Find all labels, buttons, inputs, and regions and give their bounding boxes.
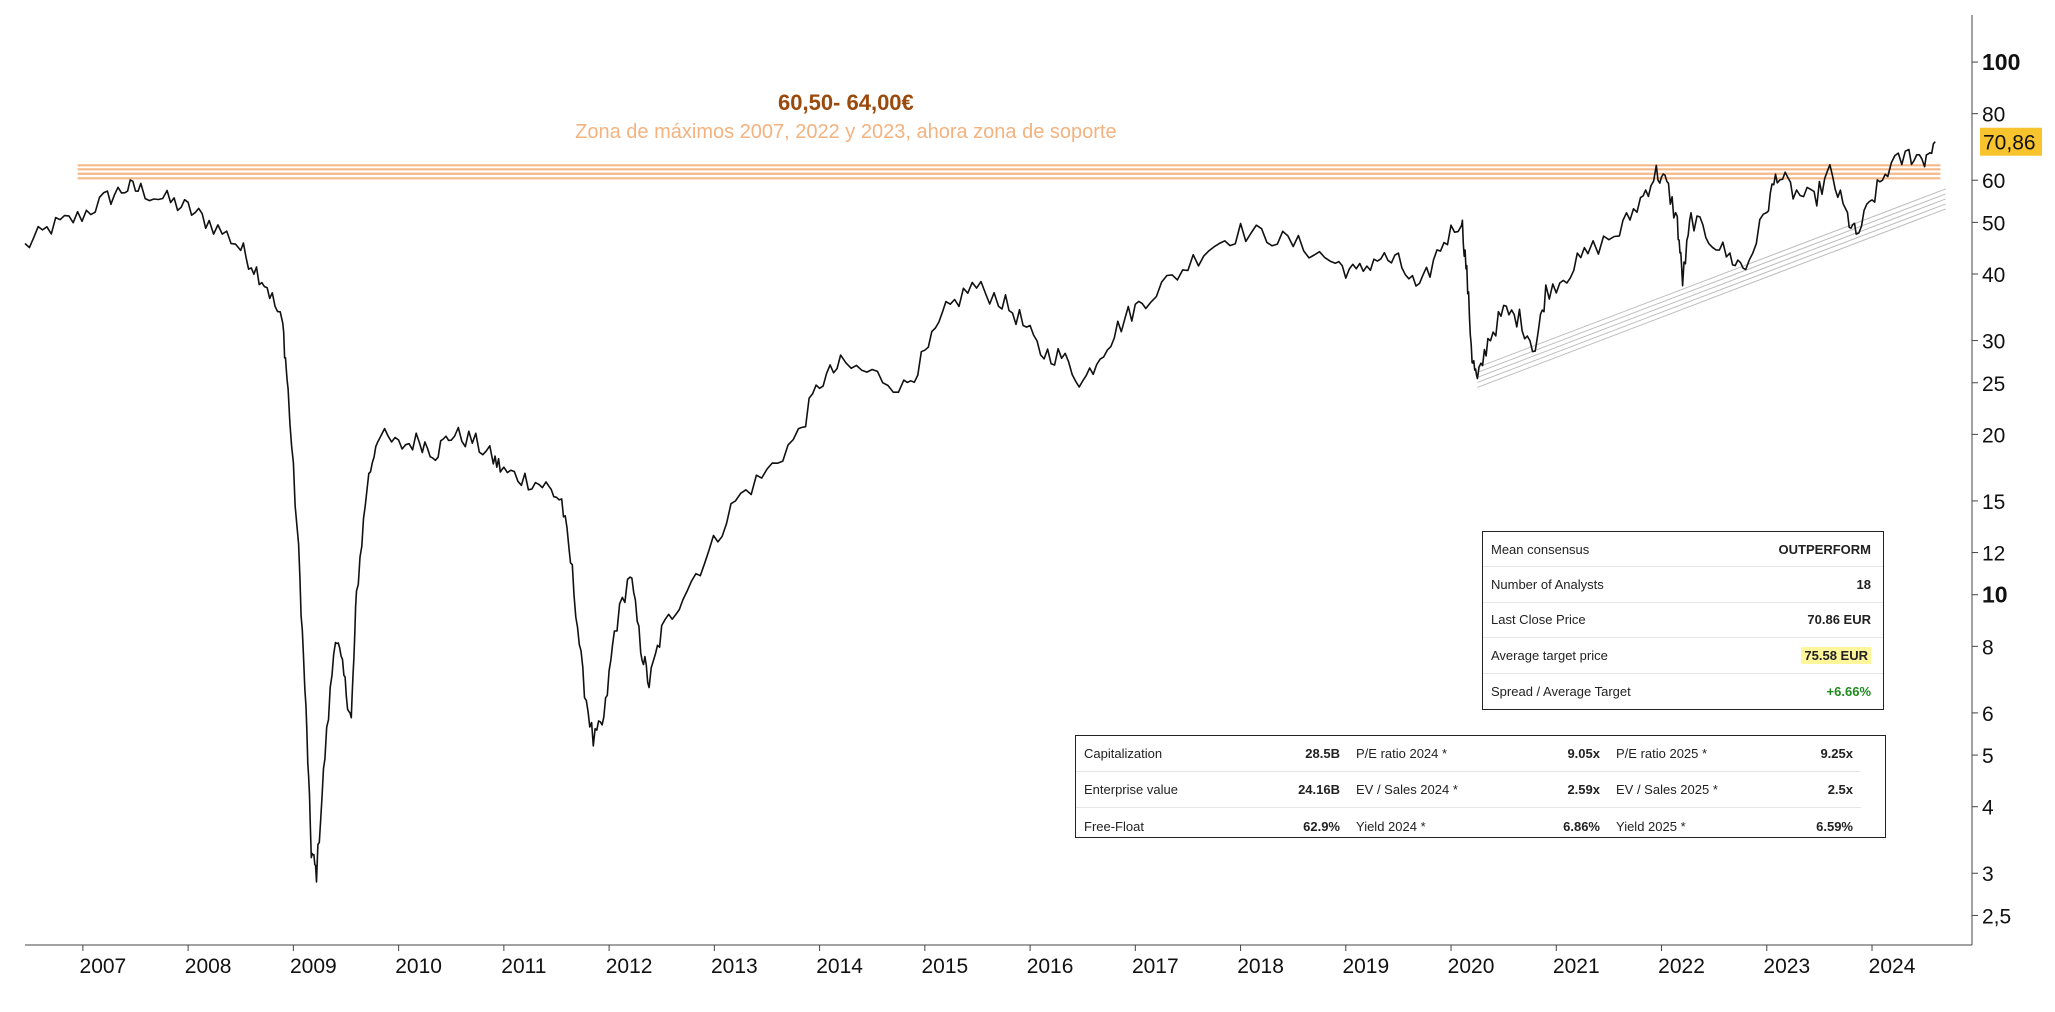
metric-value: 2.59x — [1558, 772, 1608, 808]
metric-label: Yield 2025 * — [1616, 818, 1686, 834]
last-price-tag-bg — [1980, 127, 2042, 156]
y-tick-label: 80 — [1982, 104, 2005, 127]
metric-label: Enterprise value — [1076, 772, 1286, 808]
metric-label: Capitalization — [1076, 736, 1286, 772]
y-tick-label: 4 — [1982, 797, 1994, 820]
consensus-value: 70.86 EUR — [1807, 612, 1871, 628]
x-tick-label: 2007 — [80, 955, 127, 978]
metric-value: 28.5B — [1286, 736, 1348, 772]
consensus-label: Average target price — [1491, 647, 1608, 663]
metric-value: 62.9% — [1303, 818, 1340, 834]
x-tick-label: 2016 — [1027, 955, 1074, 978]
consensus-label: Mean consensus — [1491, 541, 1590, 557]
price-series — [24, 141, 1936, 883]
last-price-tag-label: 70,86 — [1983, 132, 2036, 155]
y-tick-label: 8 — [1982, 636, 1994, 659]
y-tick-label: 30 — [1982, 331, 2005, 354]
y-tick-label: 15 — [1982, 491, 2005, 514]
x-tick-label: 2015 — [921, 955, 968, 978]
x-tick-label: 2017 — [1132, 955, 1179, 978]
x-tick-label: 2021 — [1553, 955, 1600, 978]
consensus-label: Spread / Average Target — [1491, 683, 1631, 699]
axes — [25, 15, 1973, 946]
metric-value: 6.59% — [1816, 818, 1853, 834]
consensus-label: Number of Analysts — [1491, 577, 1604, 593]
y-tick-label: 10 — [1982, 582, 2008, 608]
metrics-panel: Capitalization 28.5B P/E ratio 2024 * 9.05x… — [1075, 735, 1886, 838]
x-tick-label: 2013 — [711, 955, 758, 978]
trend-channel-line — [1477, 203, 1946, 383]
consensus-row: Mean consensus OUTPERFORM — [1483, 532, 1883, 568]
y-tick-label: 5 — [1982, 745, 1994, 768]
x-tick-label: 2019 — [1342, 955, 1389, 978]
metric-value: 9.05x — [1558, 736, 1608, 772]
x-tick-label: 2008 — [185, 955, 232, 978]
consensus-row: Average target price 75.58 EUR — [1483, 638, 1883, 674]
x-tick-label: 2023 — [1763, 955, 1810, 978]
y-tick-label: 3 — [1982, 863, 1994, 886]
metric-value: 24.16B — [1286, 772, 1348, 808]
consensus-label: Last Close Price — [1491, 612, 1586, 628]
x-tick-label: 2022 — [1658, 955, 1705, 978]
y-tick-label: 60 — [1982, 170, 2005, 193]
x-tick-label: 2024 — [1869, 955, 1916, 978]
y-tick-label: 50 — [1982, 212, 2005, 235]
y-tick-label: 6 — [1982, 703, 1994, 726]
consensus-panel: Mean consensus OUTPERFORM Number of Analys… — [1482, 531, 1884, 710]
price-line — [24, 141, 1936, 883]
support-zone — [77, 164, 1941, 180]
metric-value: 2.5x — [1816, 772, 1861, 808]
trend-channel-line — [1477, 208, 1946, 388]
metric-value: 9.25x — [1816, 736, 1861, 772]
x-tick-label: 2014 — [816, 955, 863, 978]
annotation-title: 60,50- 64,00€ — [778, 90, 914, 115]
trend-channel-line — [1477, 198, 1946, 378]
x-tick-label: 2020 — [1448, 955, 1495, 978]
trend-channel — [1477, 188, 1946, 388]
metric-label: Yield 2024 * — [1356, 818, 1426, 834]
metric-label: EV / Sales 2025 * — [1608, 772, 1816, 808]
metrics-grid: Capitalization 28.5B P/E ratio 2024 * 9.05x… — [1076, 736, 1885, 844]
y-tick-label: 40 — [1982, 264, 2005, 287]
consensus-value: OUTPERFORM — [1778, 541, 1871, 557]
y-tick-label: 2,5 — [1982, 905, 2011, 928]
x-tick-label: 2009 — [290, 955, 337, 978]
metric-label: P/E ratio 2024 * — [1348, 736, 1558, 772]
x-tick-label: 2012 — [606, 955, 653, 978]
consensus-row: Spread / Average Target +6.66% — [1483, 674, 1883, 709]
y-axis-ticks: 100 80 60 50 40 30 25 20 15 12 10 8 6 5 4 3 2,5 — [1972, 49, 2020, 928]
x-axis-ticks: 2007 2008 2009 2010 2011 2012 2013 2014 2015 2016… — [80, 945, 1916, 978]
trend-channel-line — [1477, 188, 1946, 368]
consensus-value: 18 — [1856, 577, 1871, 593]
metric-value: 6.86% — [1563, 818, 1600, 834]
metric-label: P/E ratio 2025 * — [1608, 736, 1816, 772]
support-annotation: 60,50- 64,00€ Zona de máximos 2007, 2022… — [575, 90, 1116, 143]
y-tick-label: 20 — [1982, 424, 2005, 447]
consensus-row: Number of Analysts 18 — [1483, 567, 1883, 603]
consensus-value: 75.58 EUR — [1801, 646, 1871, 664]
y-tick-label: 25 — [1982, 373, 2005, 396]
y-tick-label: 100 — [1982, 49, 2020, 75]
trend-channel-line — [1477, 193, 1946, 373]
annotation-subtitle: Zona de máximos 2007, 2022 y 2023, ahora… — [575, 121, 1116, 143]
last-price-tag: 70,86 — [1980, 127, 2042, 156]
consensus-row: Last Close Price 70.86 EUR — [1483, 603, 1883, 639]
x-tick-label: 2018 — [1237, 955, 1284, 978]
x-tick-label: 2011 — [501, 955, 546, 978]
y-tick-label: 12 — [1982, 543, 2005, 566]
metric-label: Free-Float — [1084, 818, 1144, 834]
consensus-value: +6.66% — [1826, 683, 1871, 699]
metric-label: EV / Sales 2024 * — [1348, 772, 1558, 808]
x-tick-label: 2010 — [395, 955, 442, 978]
